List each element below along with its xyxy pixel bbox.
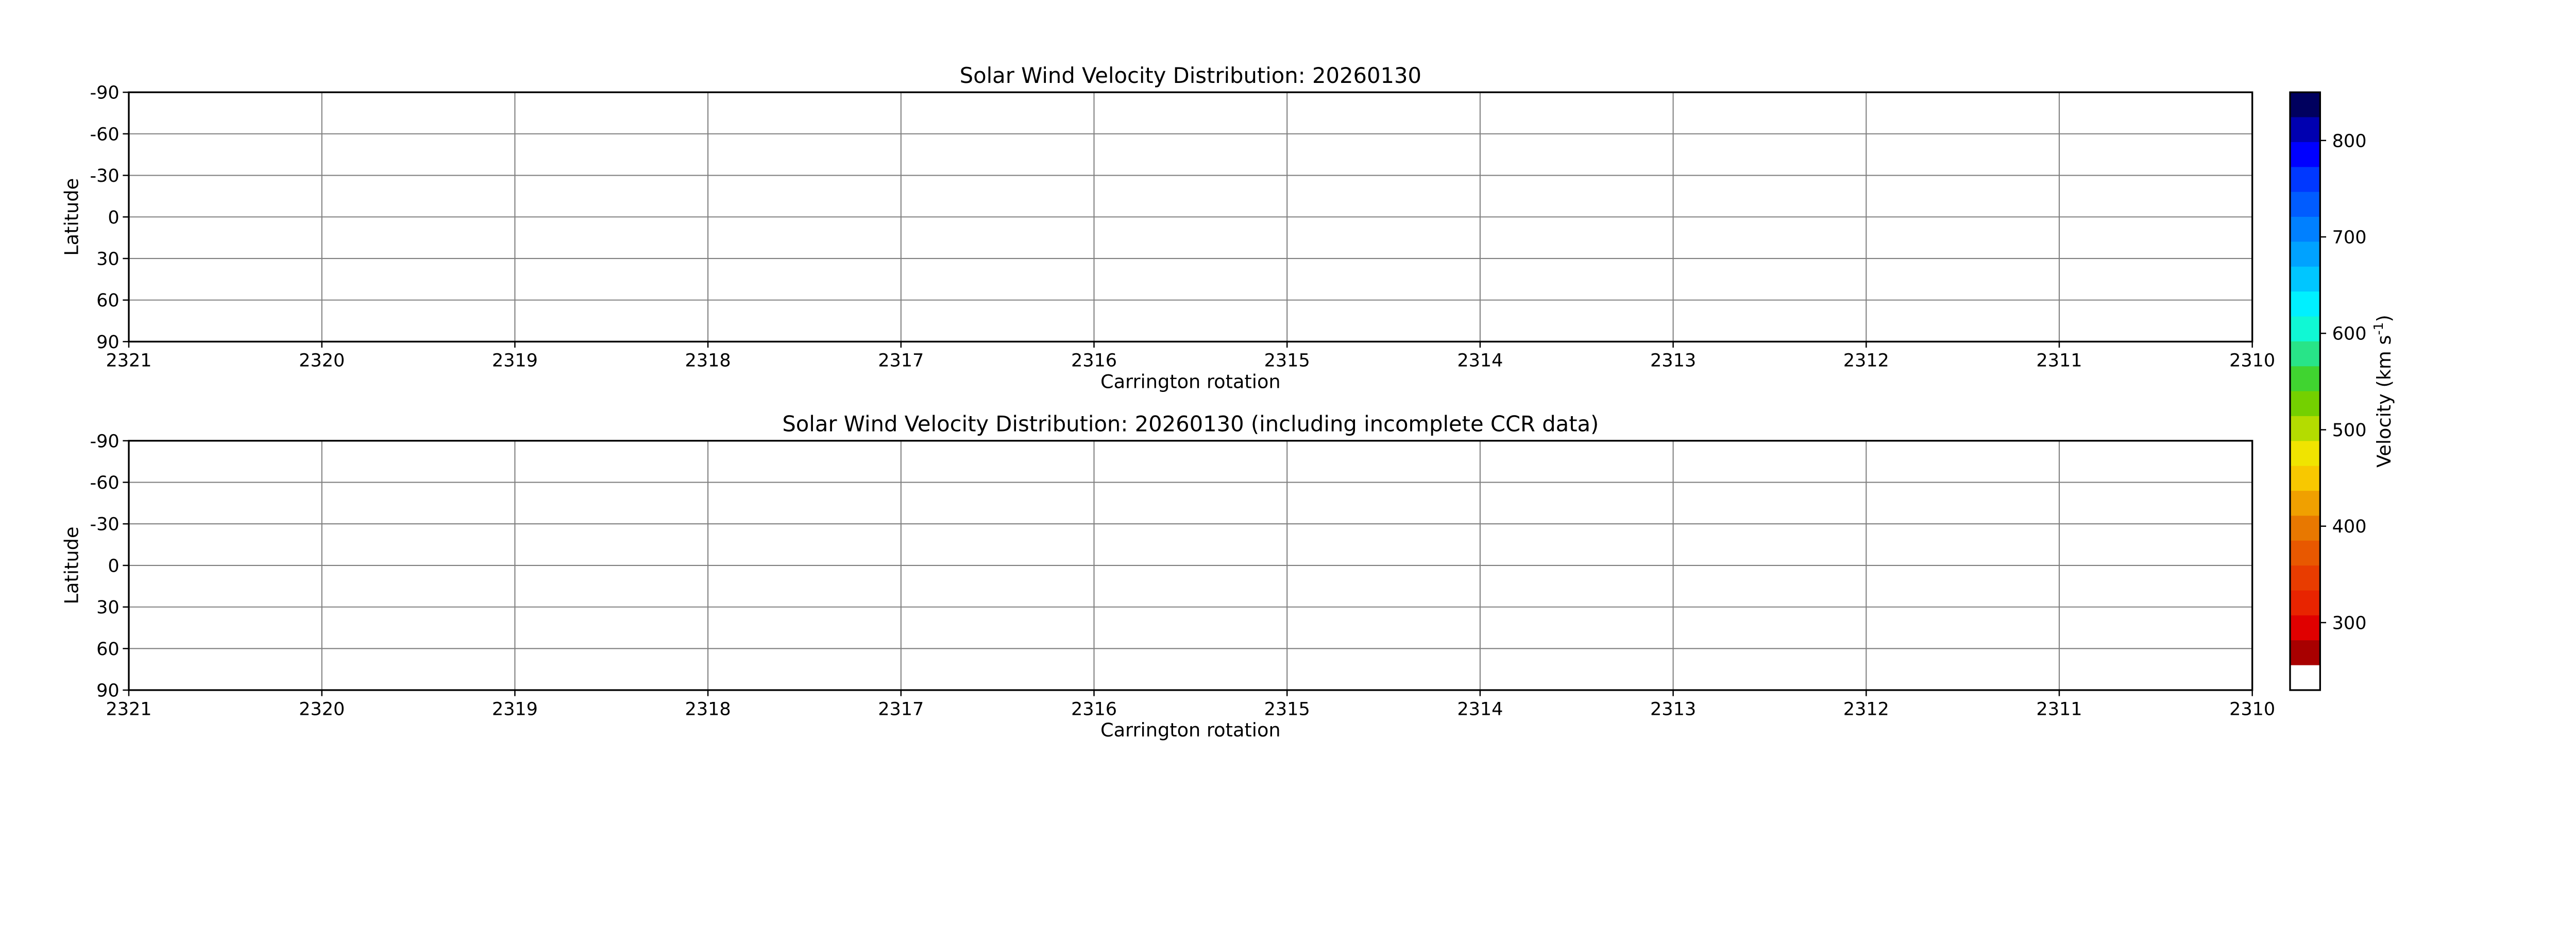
x-tick-label: 2310 — [2229, 699, 2275, 719]
x-tick-label: 2313 — [1650, 351, 1696, 371]
x-tick-label: 2311 — [2036, 351, 2082, 371]
colorbar-label-end: ) — [2373, 315, 2395, 322]
colorbar-tick-label: 500 — [2332, 420, 2367, 441]
x-tick-label: 2315 — [1264, 351, 1310, 371]
colorbar-tick-label: 800 — [2332, 131, 2367, 151]
colorbar-band — [2290, 242, 2320, 267]
colorbar-band — [2290, 441, 2320, 467]
colorbar-band — [2290, 92, 2320, 117]
x-tick-label: 2311 — [2036, 699, 2082, 719]
x-tick-label: 2310 — [2229, 351, 2275, 371]
x-tick-label: 2317 — [878, 351, 924, 371]
colorbar-frame — [2289, 91, 2321, 691]
y-tick-label: 0 — [108, 556, 119, 576]
x-tick-label: 2320 — [299, 699, 345, 719]
x-tick-label: 2318 — [685, 699, 731, 719]
y-tick-label: 90 — [96, 681, 120, 701]
colorbar-band — [2290, 167, 2320, 193]
y-tick-label: 60 — [96, 639, 120, 660]
x-tick-label: 2314 — [1457, 351, 1503, 371]
colorbar-band — [2290, 416, 2320, 441]
chart-panel-1: 2321 2320 2319 2318 2317 2316 2315 2314 2313 2312… — [61, 63, 2276, 392]
x-tick-label: 2320 — [299, 351, 345, 371]
colorbar-band — [2290, 640, 2320, 666]
y-tick-label: -30 — [90, 166, 119, 186]
colorbar-band — [2290, 192, 2320, 217]
y-tick-label: -90 — [90, 83, 119, 104]
y-tick-label: -30 — [90, 514, 119, 535]
x-tick-label: 2314 — [1457, 699, 1503, 719]
x-axis-label: Carrington rotation — [1100, 719, 1281, 741]
x-tick-label: 2318 — [685, 351, 731, 371]
y-tick-label: 90 — [96, 332, 120, 353]
colorbar-band — [2290, 615, 2320, 641]
x-tick-label: 2316 — [1071, 351, 1117, 371]
colorbar-band — [2290, 565, 2320, 591]
y-tick-label: 0 — [108, 208, 119, 228]
y-axis-label: Latitude — [61, 526, 83, 604]
plot-frame — [128, 91, 2253, 342]
chart-panel-2: 2321 2320 2319 2318 2317 2316 2315 2314 2313 2312… — [61, 411, 2276, 742]
colorbar-band — [2290, 466, 2320, 491]
x-tick-label: 2319 — [492, 699, 538, 719]
x-tick-label: 2313 — [1650, 699, 1696, 719]
colorbar-band — [2290, 665, 2320, 691]
y-tick-label: 60 — [96, 290, 120, 311]
colorbar-band — [2290, 217, 2320, 242]
x-tick-label: 2321 — [106, 351, 151, 371]
colorbar: 300 400 500 600 700 800 Velocity (km s-1) — [2289, 91, 2395, 691]
colorbar-band — [2290, 491, 2320, 516]
colorbar-band — [2290, 540, 2320, 566]
colorbar-tick-label: 300 — [2332, 613, 2367, 633]
y-tick-label: 30 — [96, 249, 120, 269]
y-tick-label: -90 — [90, 431, 119, 452]
plot-frame — [128, 440, 2253, 691]
colorbar-tick-label: 400 — [2332, 517, 2367, 537]
colorbar-label-text: Velocity (km s — [2373, 335, 2395, 467]
x-tick-label: 2316 — [1071, 699, 1117, 719]
colorbar-band — [2290, 316, 2320, 342]
y-tick-label: -60 — [90, 124, 119, 145]
x-tick-label: 2319 — [492, 351, 538, 371]
x-tick-label: 2321 — [106, 699, 151, 719]
colorbar-label: Velocity (km s-1) — [2371, 315, 2395, 468]
x-tick-label: 2312 — [1843, 699, 1889, 719]
colorbar-band — [2290, 366, 2320, 391]
colorbar-band — [2290, 142, 2320, 167]
x-tick-label: 2315 — [1264, 699, 1310, 719]
figure: 2321 2320 2319 2318 2317 2316 2315 2314 2313 2312… — [61, 63, 2395, 742]
x-tick-label: 2317 — [878, 699, 924, 719]
colorbar-tick-label: 700 — [2332, 228, 2367, 248]
y-tick-label: -60 — [90, 473, 119, 493]
x-tick-label: 2312 — [1843, 351, 1889, 371]
colorbar-band — [2290, 291, 2320, 317]
colorbar-tick-label: 600 — [2332, 324, 2367, 345]
colorbar-label-sup: -1 — [2371, 322, 2386, 335]
colorbar-band — [2290, 590, 2320, 616]
chart-title: Solar Wind Velocity Distribution: 202601… — [782, 411, 1599, 437]
chart-title: Solar Wind Velocity Distribution: 202601… — [960, 63, 1421, 88]
colorbar-band — [2290, 266, 2320, 292]
colorbar-band — [2290, 391, 2320, 417]
y-tick-label: 30 — [96, 597, 120, 618]
colorbar-band — [2290, 516, 2320, 541]
y-axis-label: Latitude — [61, 178, 83, 256]
colorbar-band — [2290, 117, 2320, 143]
x-axis-label: Carrington rotation — [1100, 370, 1281, 392]
colorbar-band — [2290, 341, 2320, 367]
